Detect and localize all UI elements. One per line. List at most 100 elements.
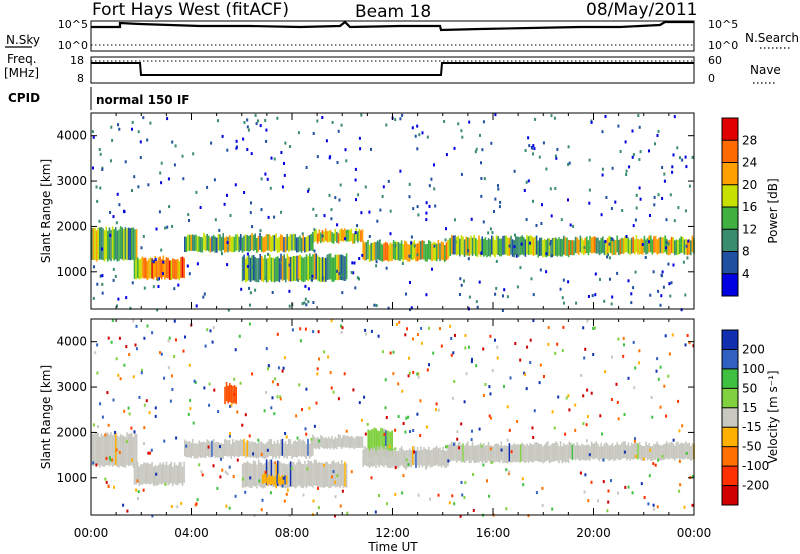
scatter-echo — [267, 367, 269, 371]
band-column — [312, 438, 314, 456]
band-column — [246, 440, 248, 457]
colorbar-segment — [722, 368, 738, 389]
scatter-echo — [208, 403, 211, 407]
scatter-echo — [188, 363, 191, 367]
scatter-echo — [638, 186, 641, 190]
band-column — [270, 459, 273, 486]
scatter-echo — [564, 432, 567, 436]
band-column — [487, 441, 490, 461]
band-column — [100, 227, 103, 260]
band-column — [187, 441, 189, 458]
band-column — [309, 461, 311, 487]
band-column — [178, 462, 181, 484]
scatter-echo — [667, 242, 670, 246]
scatter-echo — [101, 291, 104, 295]
scatter-echo — [572, 224, 575, 228]
scatter-echo — [254, 113, 257, 117]
band-column — [256, 258, 258, 283]
band-column — [149, 464, 152, 485]
scatter-echo — [92, 461, 95, 465]
band-column — [124, 227, 127, 260]
band-column — [135, 259, 137, 280]
scatter-echo — [678, 489, 681, 493]
band-column — [483, 443, 485, 462]
scatter-echo — [252, 265, 255, 269]
scatter-echo — [133, 430, 136, 434]
colorbar-tick-label: 28 — [742, 133, 757, 147]
scatter-echo — [105, 456, 108, 460]
scatter-echo — [356, 276, 359, 280]
scatter-echo — [404, 333, 407, 337]
scatter-echo — [684, 209, 687, 213]
band-column — [126, 228, 128, 261]
band-column — [407, 450, 409, 468]
band-column — [160, 464, 163, 485]
scatter-echo — [481, 148, 484, 152]
scatter-echo — [490, 461, 493, 464]
band-column — [515, 236, 517, 255]
band-column — [570, 240, 572, 256]
band-column — [291, 444, 293, 459]
scatter-echo — [405, 292, 407, 296]
band-column — [252, 234, 255, 251]
band-column — [236, 234, 239, 251]
scatter-echo — [459, 514, 462, 518]
band-column — [185, 441, 188, 458]
band-column — [181, 466, 184, 486]
band-column — [462, 236, 464, 256]
scatter-echo — [460, 283, 463, 287]
x-tick-label: 20:00 — [576, 526, 611, 540]
band-column — [479, 239, 482, 257]
band-column — [389, 242, 392, 261]
band-column — [224, 386, 226, 405]
nave-tick-high: 60 — [708, 54, 722, 67]
scatter-echo — [344, 148, 347, 152]
scatter-echo — [691, 474, 694, 478]
scatter-echo — [663, 384, 666, 388]
band-column — [200, 236, 202, 253]
scatter-echo — [667, 374, 670, 378]
band-column — [111, 435, 114, 467]
scatter-echo — [425, 293, 428, 297]
scatter-echo — [95, 185, 98, 189]
band-column — [672, 443, 674, 460]
band-column — [437, 239, 440, 259]
scatter-echo — [143, 286, 146, 290]
scatter-echo — [135, 324, 138, 328]
band-column — [526, 443, 528, 462]
band-column — [372, 243, 374, 261]
scatter-echo — [426, 368, 429, 372]
band-column — [400, 240, 403, 260]
band-column — [193, 443, 196, 459]
scatter-echo — [173, 163, 176, 167]
scatter-echo — [608, 242, 611, 246]
colorbar-segment — [722, 388, 738, 408]
band-column — [478, 235, 480, 255]
scatter-echo — [374, 510, 377, 514]
scatter-echo — [607, 489, 610, 493]
scatter-echo — [182, 177, 185, 181]
scatter-echo — [416, 205, 419, 209]
scatter-echo — [668, 352, 671, 356]
scatter-echo — [584, 473, 587, 477]
colorbar-segment — [722, 251, 738, 274]
band-column — [378, 241, 380, 261]
band-column — [597, 443, 599, 460]
band-column — [138, 259, 141, 280]
scatter-echo — [453, 146, 456, 150]
scatter-echo — [122, 503, 125, 507]
band-column — [111, 226, 114, 260]
scatter-echo — [140, 371, 143, 375]
scatter-echo — [301, 408, 303, 412]
scatter-echo — [450, 353, 453, 357]
scatter-echo — [241, 423, 244, 427]
scatter-echo — [659, 365, 662, 369]
scatter-echo — [93, 265, 95, 269]
scatter-echo — [404, 430, 407, 434]
scatter-echo — [447, 459, 450, 463]
scatter-echo — [682, 260, 685, 264]
scatter-echo — [632, 286, 635, 290]
band-column — [420, 241, 422, 260]
scatter-echo — [590, 391, 593, 395]
band-column — [470, 235, 472, 255]
